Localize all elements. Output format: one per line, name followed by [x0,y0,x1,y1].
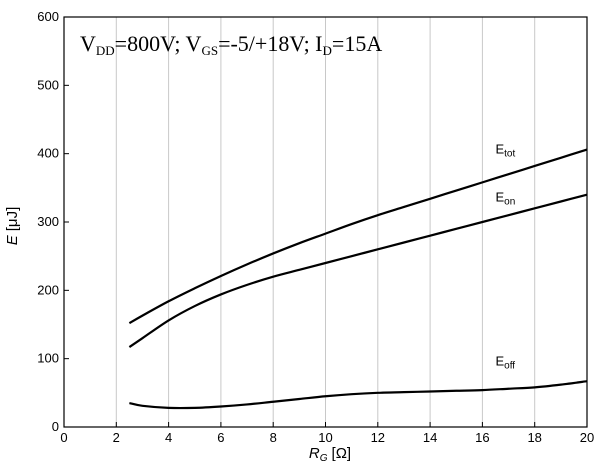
series-line-tot [128,148,588,325]
title-part: =15A [332,31,382,56]
title-part: V [80,31,96,56]
curve-label-sub: on [504,197,515,208]
curve-label-sub: off [504,361,515,372]
curve-label-main: E [495,354,504,369]
y-tick-label: 600 [37,9,59,24]
curve-label-sub: tot [504,149,515,160]
curve-label-on: Eon [495,190,515,208]
title-part: =-5/+18V; I [218,31,322,56]
x-tick-label: 18 [527,430,541,445]
x-axis-label-unit: [Ω] [332,445,352,462]
y-axis-label-unit: [μJ] [4,207,21,231]
x-axis-label-main: R [309,445,320,462]
x-tick-label: 10 [318,430,332,445]
y-tick-label: 100 [37,351,59,366]
x-tick-label: 12 [371,430,385,445]
x-axis-label: RG [Ω] [309,445,351,462]
curve-label-main: E [495,142,504,157]
x-tick-label: 16 [475,430,489,445]
x-tick-label: 0 [60,430,67,445]
x-axis-label-sub: G [320,453,328,462]
series-lines [128,148,588,410]
x-tick-label: 2 [113,430,120,445]
y-tick-label: 0 [52,419,59,434]
title-subscript: DD [96,43,115,58]
title-subscript: D [323,43,332,58]
x-tick-label: 8 [270,430,277,445]
y-tick-label: 400 [37,146,59,161]
title-part: =800V; V [115,31,202,56]
chart-title: VDD=800V; VGS=-5/+18V; ID=15A [80,31,382,58]
y-axis-label-main: E [4,234,21,245]
series-line-off [129,380,588,410]
x-tick-label: 14 [423,430,437,445]
series-line-on [128,193,588,348]
y-tick-label: 300 [37,214,59,229]
title-subscript: GS [201,43,218,58]
grid [115,17,536,427]
x-tick-label: 20 [580,430,594,445]
curve-label-off: Eoff [495,354,515,372]
curve-label-tot: Etot [495,142,515,160]
y-tick-label: 200 [37,282,59,297]
y-axis-label: E [μJ] [4,207,21,246]
x-tick-label: 4 [165,430,172,445]
curve-label-main: E [495,190,504,205]
x-tick-label: 6 [217,430,224,445]
y-tick-label: 500 [37,77,59,92]
